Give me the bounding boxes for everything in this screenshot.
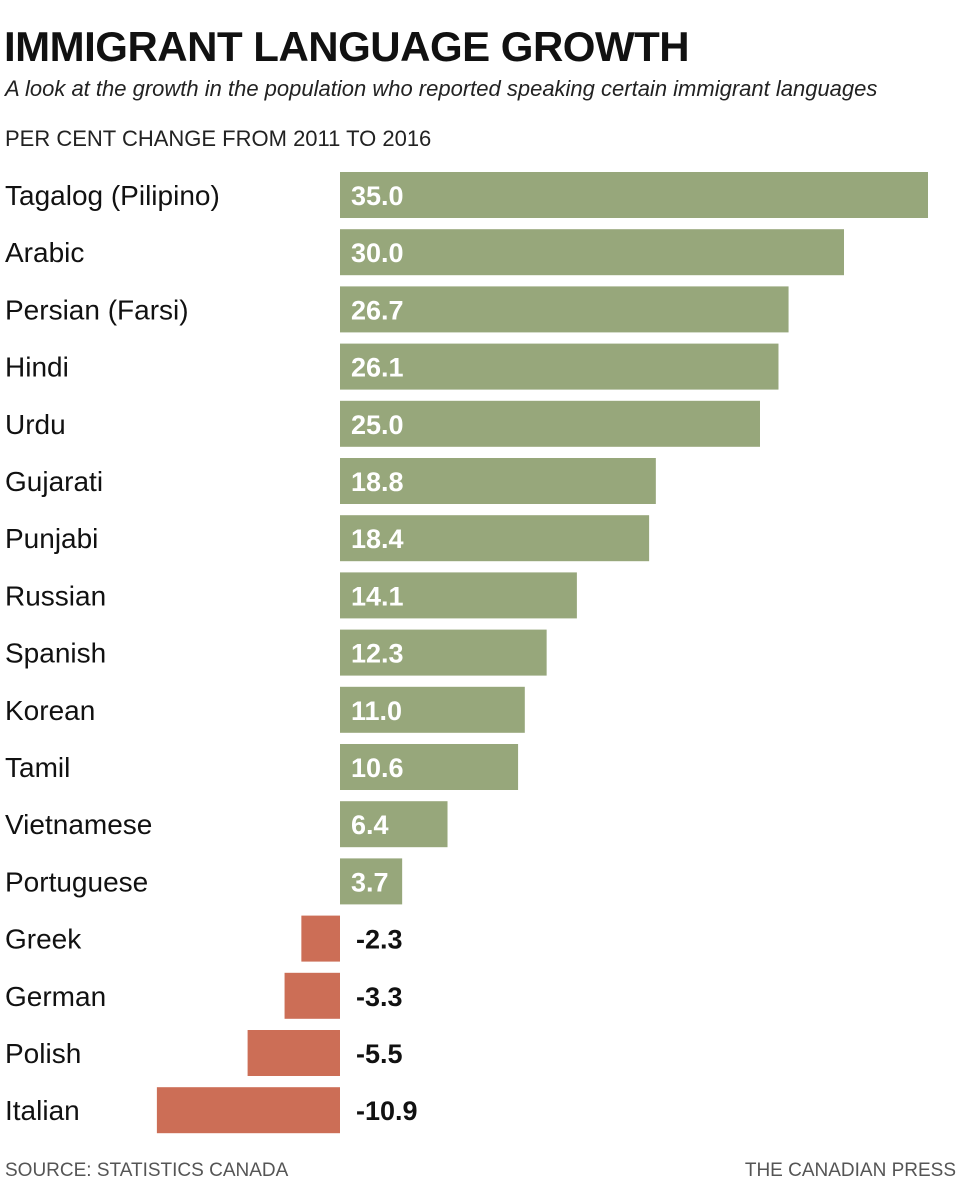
value-label: 6.4 xyxy=(351,810,389,840)
bar xyxy=(340,229,844,276)
bar xyxy=(301,915,340,962)
category-label: Italian xyxy=(5,1095,80,1126)
value-label: 14.1 xyxy=(351,581,404,611)
bar xyxy=(340,858,403,905)
value-label: -10.9 xyxy=(356,1096,418,1126)
chart-title: IMMIGRANT LANGUAGE GROWTH xyxy=(4,23,690,70)
bar xyxy=(340,515,650,562)
category-label: German xyxy=(5,981,106,1012)
category-label: Gujarati xyxy=(5,466,103,497)
value-label: 3.7 xyxy=(351,867,389,897)
value-label: 35.0 xyxy=(351,181,404,211)
category-label: Portuguese xyxy=(5,866,148,897)
value-label: -3.3 xyxy=(356,982,403,1012)
category-label: Arabic xyxy=(5,237,84,268)
value-label: 26.1 xyxy=(351,353,404,383)
bar xyxy=(340,172,928,218)
value-label: 18.8 xyxy=(351,467,404,497)
value-label: 11.0 xyxy=(351,696,402,726)
value-label: -2.3 xyxy=(356,925,403,955)
bar xyxy=(340,343,779,390)
bar xyxy=(247,1030,340,1076)
category-label: Tagalog (Pilipino) xyxy=(5,180,220,211)
bar xyxy=(340,686,525,733)
category-label: Spanish xyxy=(5,638,106,669)
category-label: Korean xyxy=(5,695,95,726)
category-label: Urdu xyxy=(5,409,66,440)
bar xyxy=(284,972,340,1019)
value-label: 12.3 xyxy=(351,639,404,669)
bar xyxy=(340,286,789,333)
bar xyxy=(340,744,519,790)
source-note: SOURCE: STATISTICS CANADA xyxy=(5,1160,289,1181)
credit-note: THE CANADIAN PRESS xyxy=(744,1160,956,1181)
category-label: Greek xyxy=(5,924,82,955)
axis-label: PER CENT CHANGE FROM 2011 TO 2016 xyxy=(5,126,432,151)
bar xyxy=(340,801,448,848)
value-label: -5.5 xyxy=(356,1039,403,1069)
value-label: 30.0 xyxy=(351,238,404,268)
bar-chart: Tagalog (Pilipino) 35.0 Arabic 30.0 Persian … xyxy=(5,172,928,1134)
category-label: Russian xyxy=(5,580,106,611)
category-label: Punjabi xyxy=(5,523,98,554)
category-label: Persian (Farsi) xyxy=(5,294,189,325)
category-label: Tamil xyxy=(5,752,70,783)
bar xyxy=(340,629,547,676)
bar xyxy=(340,572,577,619)
chart-subtitle: A look at the growth in the population w… xyxy=(5,76,878,101)
value-label: 10.6 xyxy=(351,753,404,783)
category-label: Vietnamese xyxy=(5,809,152,840)
bar xyxy=(340,458,656,504)
category-label: Hindi xyxy=(5,352,69,383)
bar xyxy=(340,400,760,447)
category-label: Polish xyxy=(5,1038,81,1069)
bar xyxy=(156,1087,340,1134)
value-label: 26.7 xyxy=(351,295,404,325)
value-label: 18.4 xyxy=(351,524,404,554)
value-label: 25.0 xyxy=(351,410,404,440)
